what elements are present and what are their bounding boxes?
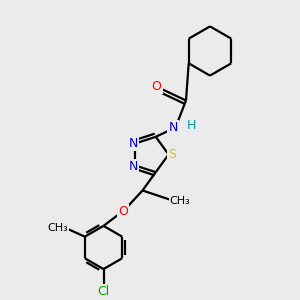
Text: N: N bbox=[129, 137, 138, 150]
Text: CH₃: CH₃ bbox=[47, 223, 68, 233]
Text: H: H bbox=[186, 119, 196, 133]
Text: S: S bbox=[169, 148, 176, 161]
Text: N: N bbox=[168, 121, 178, 134]
Text: CH₃: CH₃ bbox=[169, 196, 190, 206]
Text: Cl: Cl bbox=[98, 285, 110, 298]
Text: N: N bbox=[129, 160, 138, 173]
Text: O: O bbox=[118, 205, 128, 218]
Text: O: O bbox=[152, 80, 161, 94]
